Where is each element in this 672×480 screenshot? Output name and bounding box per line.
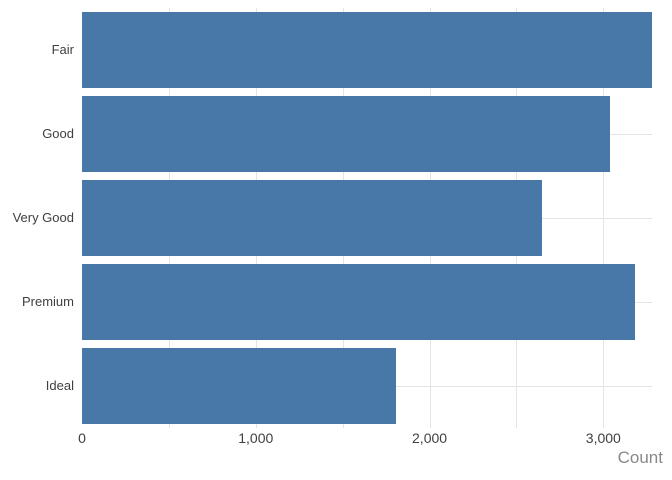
bar-fair xyxy=(82,12,652,88)
category-label: Fair xyxy=(51,42,74,57)
bar-ideal xyxy=(82,348,396,424)
chart-panel xyxy=(82,8,652,428)
bar-good xyxy=(82,96,611,172)
category-label: Ideal xyxy=(45,378,74,393)
tick-label: 3,000 xyxy=(585,430,621,446)
category-label: Very Good xyxy=(12,210,74,225)
gridline-vertical xyxy=(603,8,605,428)
bar-premium xyxy=(82,264,635,340)
tick-label: 1,000 xyxy=(238,430,274,446)
tick-label: 2,000 xyxy=(412,430,448,446)
bar-very-good xyxy=(82,180,542,256)
x-axis-title: Count xyxy=(617,448,663,467)
category-label: Premium xyxy=(21,294,74,309)
tick-label: 0 xyxy=(78,430,86,446)
category-label: Good xyxy=(42,126,74,141)
